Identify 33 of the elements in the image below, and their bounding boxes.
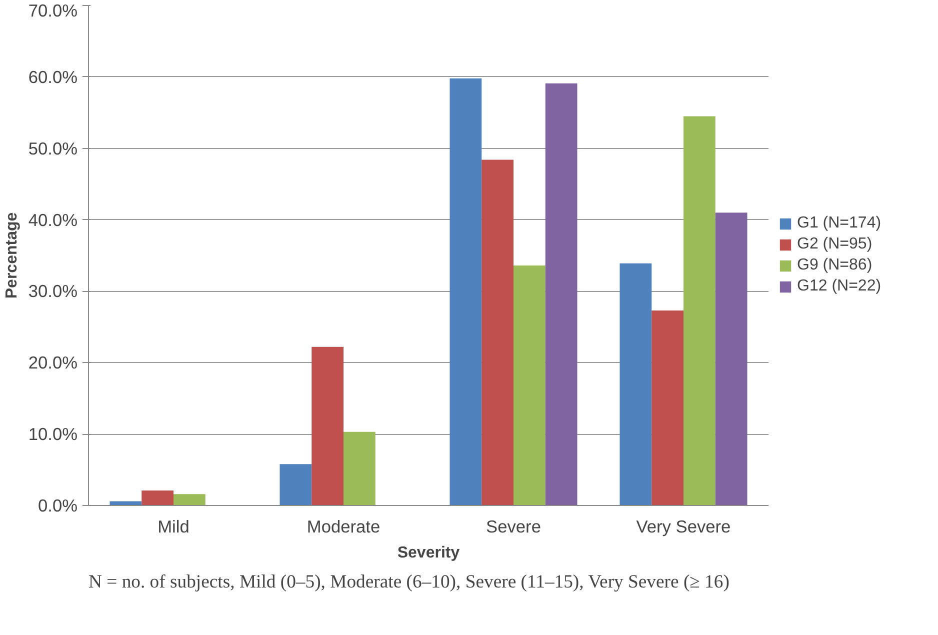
bar [715, 212, 748, 506]
bar [545, 83, 578, 506]
x-tick-label: Moderate [306, 516, 380, 536]
y-tick-label: 0.0% [38, 496, 78, 516]
text: N = no. of subjects, Mild (0–5), Moderate (6–10), Severe (11–15), Very Severe (≥ 16) [88, 572, 730, 592]
bar [450, 78, 482, 506]
y-tick-label: 70.0% [28, 0, 78, 20]
legend-label: G2 (N=95) [797, 236, 872, 254]
bar [110, 501, 142, 506]
y-tick-label: 20.0% [28, 352, 78, 373]
bar [174, 494, 206, 506]
legend-label: G12 (N=22) [797, 278, 882, 296]
bar [514, 266, 546, 506]
x-tick-label: Severe [486, 516, 541, 536]
legend-label: G1 (N=174) [797, 214, 882, 232]
bar [142, 490, 174, 506]
y-axis-title: Percentage [3, 212, 20, 299]
y-tick-label: 50.0% [28, 138, 78, 158]
y-tick-label: 60.0% [28, 66, 78, 87]
y-tick-label: 10.0% [28, 424, 78, 444]
x-axis-title: Severity [397, 544, 460, 562]
y-tick-label: 30.0% [28, 281, 78, 302]
bar [620, 263, 652, 506]
bar [652, 310, 684, 506]
bar [482, 160, 514, 506]
bar [312, 346, 344, 506]
y-tick-label: 40.0% [28, 210, 78, 230]
bar [344, 432, 376, 506]
bar [280, 464, 312, 506]
bar [684, 116, 716, 506]
x-tick-label: Very Severe [636, 516, 731, 536]
legend-label: G9 (N=86) [797, 256, 872, 274]
x-tick-label: Mild [158, 516, 190, 536]
